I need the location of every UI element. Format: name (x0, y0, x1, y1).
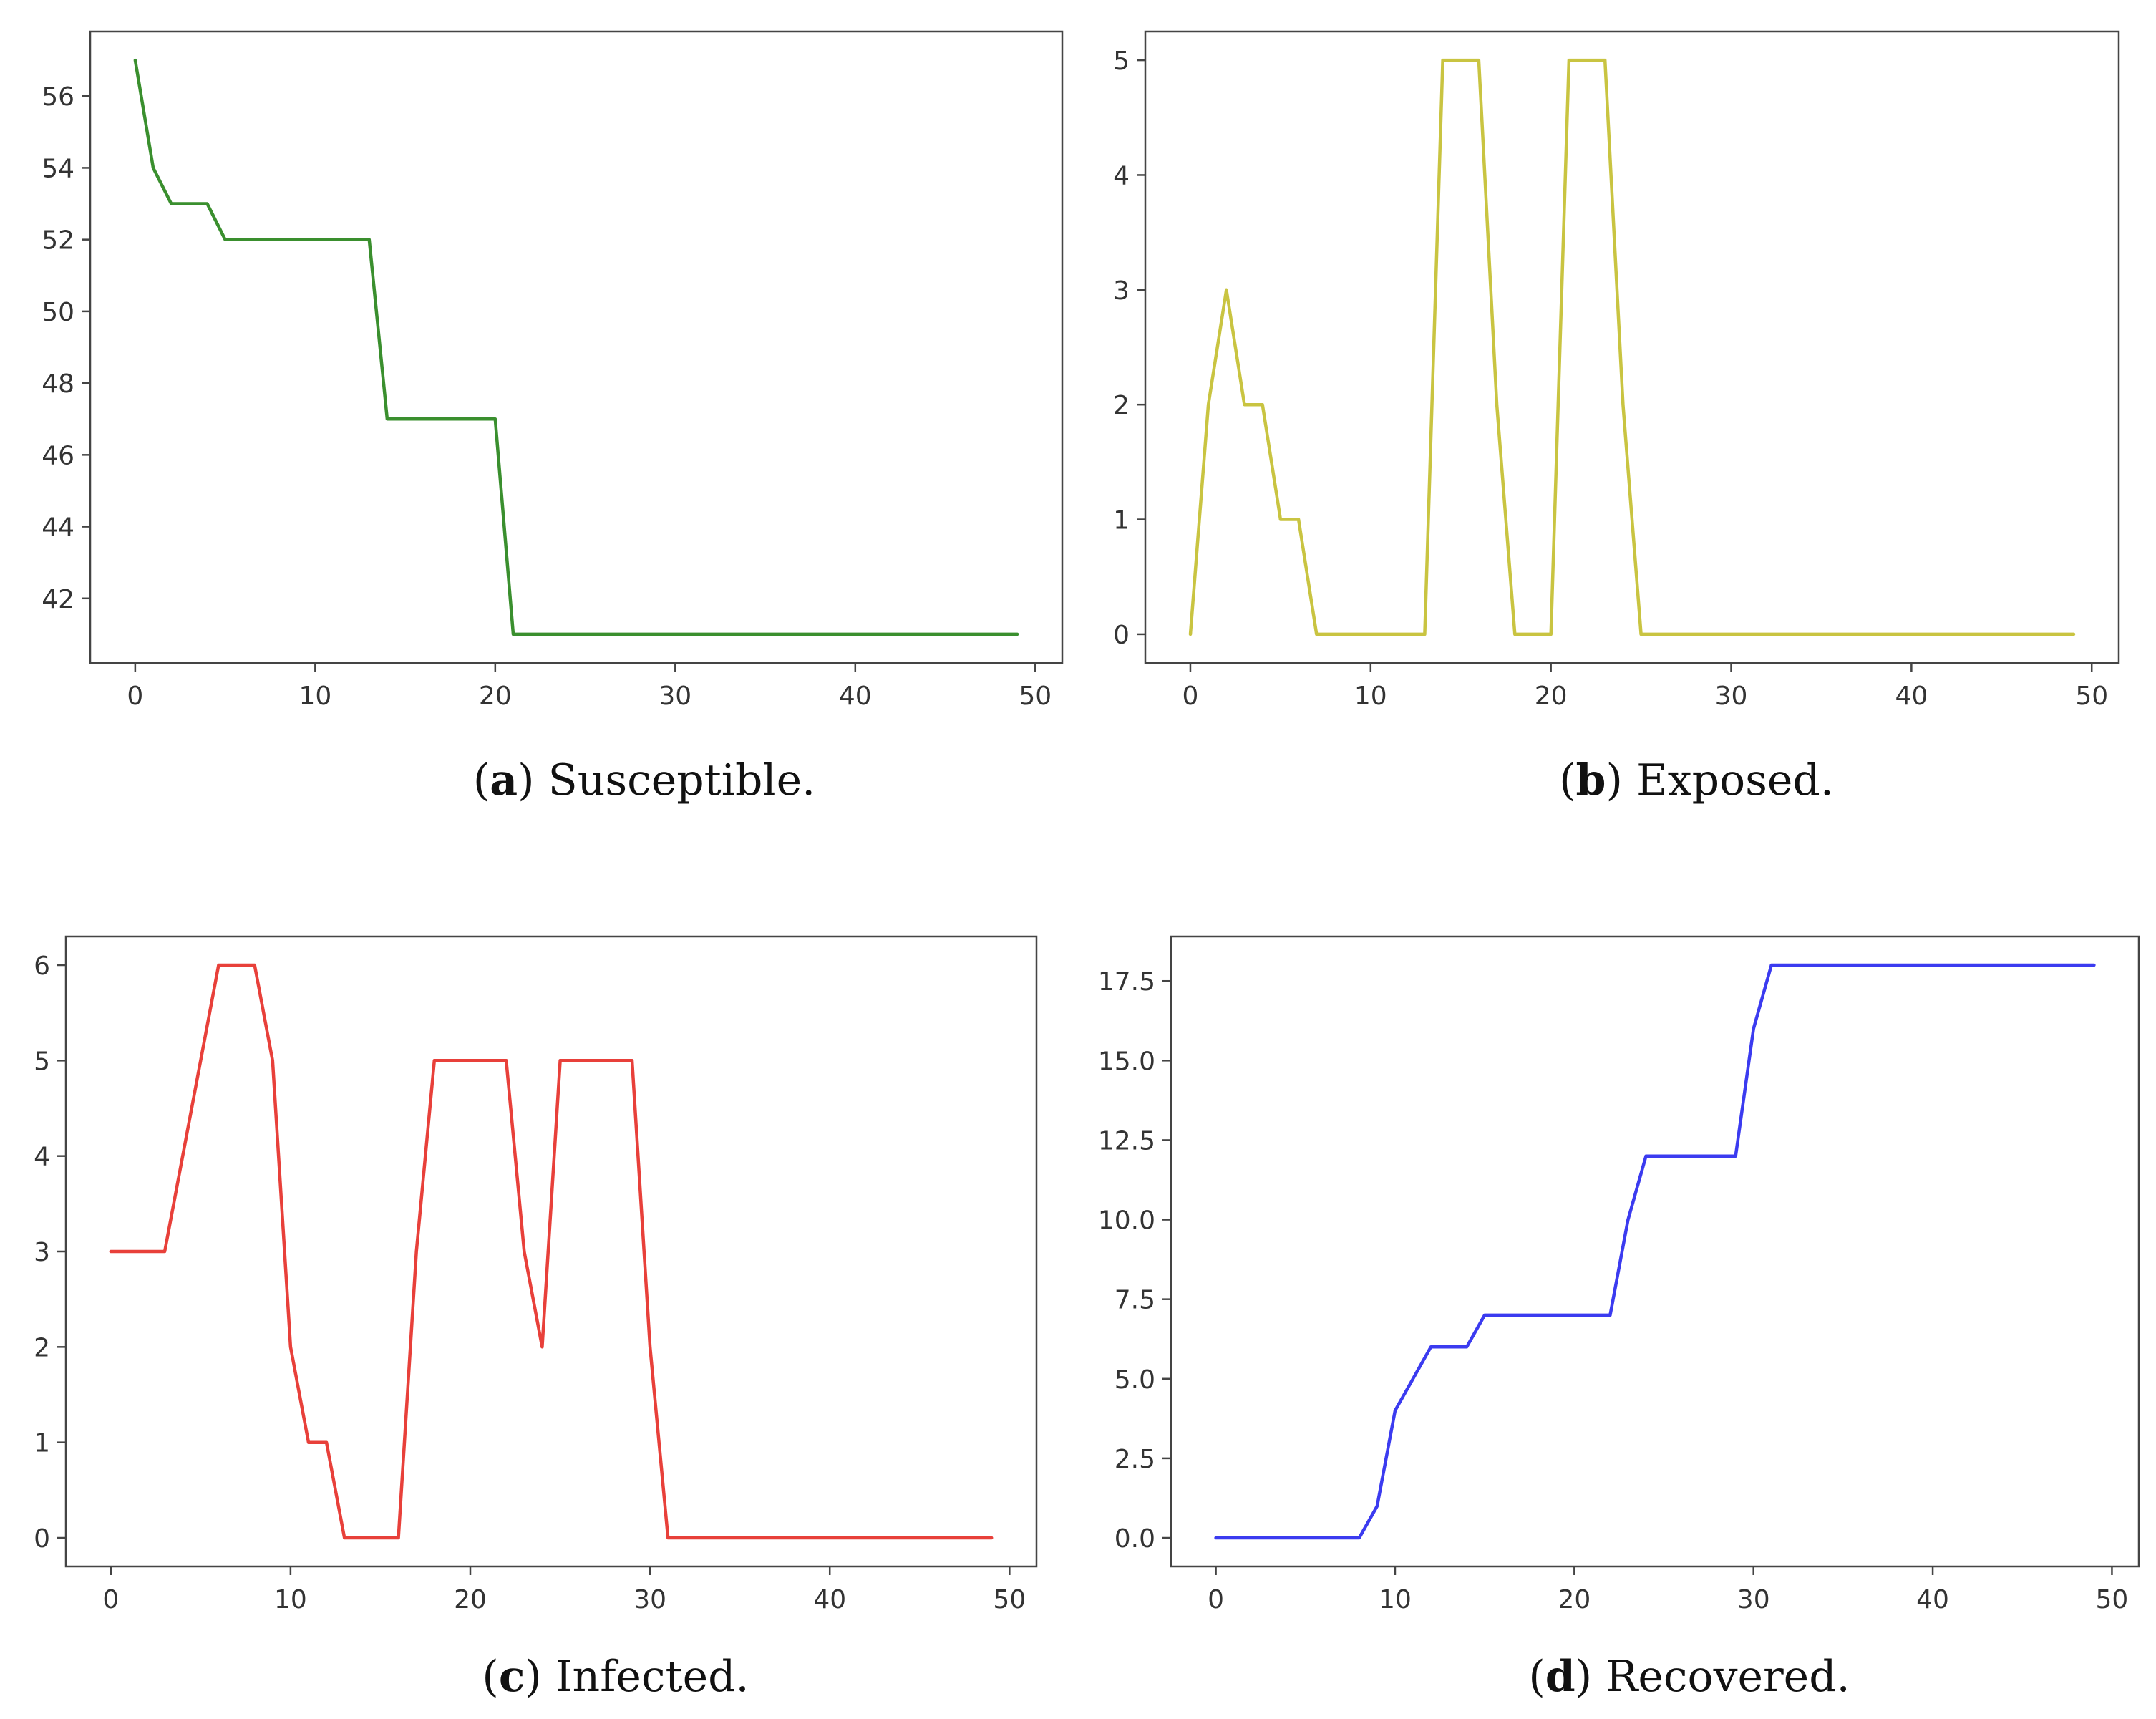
y-tick-label: 0 (1113, 621, 1130, 650)
y-tick-label: 3 (34, 1238, 50, 1267)
x-tick-label: 0 (127, 682, 143, 711)
y-tick-label: 2 (34, 1333, 50, 1362)
y-tick-label: 50 (42, 298, 74, 327)
series-line-recovered (1214, 963, 2096, 1540)
y-tick-label: 3 (1113, 276, 1130, 306)
plot-frame (64, 935, 1038, 1568)
x-tick-label: 20 (1558, 1585, 1591, 1614)
plot-frame (1170, 935, 2140, 1568)
x-tick-label: 30 (1737, 1585, 1770, 1614)
y-tick-label: 48 (42, 369, 74, 399)
plot-frame (89, 30, 1064, 664)
x-tick-label: 30 (1715, 682, 1748, 711)
y-tick-label: 44 (42, 513, 74, 543)
subplot-b: 0 10 20 30 40 50 0 1 2 3 4 5 (b) Exposed. (1113, 30, 2120, 805)
subplot-c: 0 10 20 30 40 50 0 1 2 3 4 5 6 (c) Infected. (34, 935, 1038, 1702)
x-tick-label: 30 (633, 1585, 666, 1614)
x-tick-label: 10 (274, 1585, 307, 1614)
x-tick-label: 40 (839, 682, 872, 711)
y-tick-label: 5 (1113, 47, 1130, 76)
y-tick-label: 46 (42, 441, 74, 470)
y-tick-label: 54 (42, 154, 74, 183)
series-line-susceptible (133, 58, 1019, 636)
x-tick-label: 10 (298, 682, 331, 711)
y-tick-label: 5 (34, 1047, 50, 1076)
x-tick-label: 20 (454, 1585, 487, 1614)
x-tick-label: 50 (1019, 682, 1052, 711)
y-tick-label: 17.5 (1098, 967, 1155, 997)
y-tick-label: 52 (42, 226, 74, 256)
y-tick-label: 4 (34, 1143, 50, 1172)
series-line-infected (109, 963, 994, 1540)
x-tick-label: 40 (1895, 682, 1928, 711)
y-tick-label: 42 (42, 585, 74, 614)
subplot-d: 0 10 20 30 40 50 0.0 2.5 5.0 7.5 10.0 12.5 15.0 17.5 (… (1098, 935, 2140, 1702)
subplot-caption: (a) Susceptible. (473, 755, 815, 805)
x-tick-label: 20 (1535, 682, 1568, 711)
subplot-caption: (b) Exposed. (1559, 755, 1834, 805)
x-tick-label: 50 (2096, 1585, 2129, 1614)
series-line-exposed (1188, 58, 2076, 636)
y-tick-label: 7.5 (1115, 1286, 1155, 1315)
x-tick-label: 50 (993, 1585, 1026, 1614)
y-tick-label: 2.5 (1115, 1445, 1155, 1474)
x-tick-label: 0 (1208, 1585, 1224, 1614)
x-tick-label: 40 (813, 1585, 846, 1614)
y-tick-label: 1 (1113, 506, 1130, 536)
x-tick-label: 40 (1916, 1585, 1949, 1614)
y-tick-label: 5.0 (1115, 1365, 1155, 1395)
y-tick-label: 15.0 (1098, 1047, 1155, 1076)
plot-frame (1144, 30, 2120, 664)
x-tick-label: 30 (659, 682, 691, 711)
y-tick-label: 6 (34, 951, 50, 981)
subplot-caption: (c) Infected. (482, 1652, 749, 1702)
y-tick-label: 56 (42, 82, 74, 112)
y-tick-label: 0.0 (1115, 1524, 1155, 1554)
y-tick-label: 2 (1113, 391, 1130, 420)
y-tick-label: 10.0 (1098, 1206, 1155, 1236)
subplot-caption: (d) Recovered. (1528, 1652, 1850, 1702)
y-tick-label: 1 (34, 1429, 50, 1458)
x-tick-label: 0 (1183, 682, 1199, 711)
x-tick-label: 10 (1379, 1585, 1412, 1614)
x-tick-label: 0 (102, 1585, 119, 1614)
x-tick-label: 50 (2075, 682, 2108, 711)
x-tick-label: 10 (1354, 682, 1387, 711)
x-tick-label: 20 (479, 682, 512, 711)
y-tick-label: 12.5 (1098, 1126, 1155, 1156)
subplot-a: 0 10 20 30 40 50 42 44 46 48 50 52 54 56 (a) Susceptib… (42, 30, 1064, 805)
y-tick-label: 4 (1113, 161, 1130, 190)
y-tick-label: 0 (34, 1524, 50, 1554)
